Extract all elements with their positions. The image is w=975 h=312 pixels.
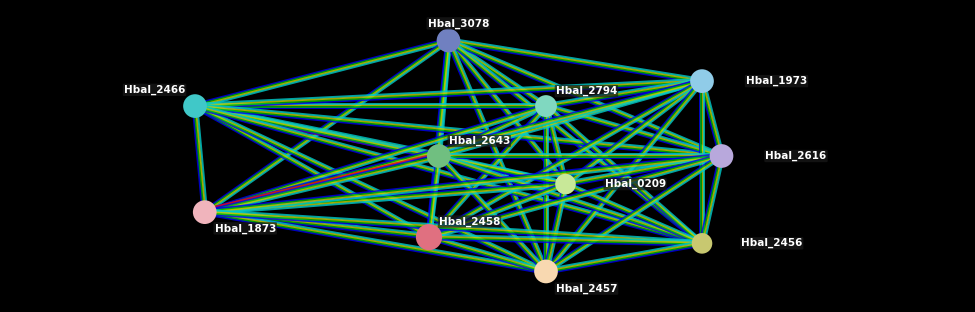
Text: Hbal_1973: Hbal_1973	[746, 76, 807, 86]
Text: Hbal_2616: Hbal_2616	[765, 151, 827, 161]
Ellipse shape	[183, 94, 207, 118]
Ellipse shape	[416, 224, 442, 250]
Text: Hbal_2456: Hbal_2456	[741, 238, 802, 248]
Ellipse shape	[690, 69, 714, 93]
Text: Hbal_2643: Hbal_2643	[448, 136, 510, 146]
Ellipse shape	[535, 95, 557, 117]
Ellipse shape	[427, 144, 450, 168]
Text: Hbal_2458: Hbal_2458	[439, 217, 500, 227]
Ellipse shape	[710, 144, 733, 168]
Ellipse shape	[691, 233, 713, 254]
Ellipse shape	[555, 174, 576, 194]
Text: Hbal_1873: Hbal_1873	[214, 223, 276, 233]
Text: Hbal_2794: Hbal_2794	[556, 86, 617, 96]
Text: Hbal_0209: Hbal_0209	[604, 179, 666, 189]
Text: Hbal_3078: Hbal_3078	[428, 18, 488, 28]
Ellipse shape	[437, 29, 460, 52]
Ellipse shape	[193, 200, 216, 224]
Text: Hbal_2457: Hbal_2457	[556, 284, 617, 294]
Text: Hbal_2466: Hbal_2466	[124, 85, 185, 95]
Ellipse shape	[534, 260, 558, 283]
